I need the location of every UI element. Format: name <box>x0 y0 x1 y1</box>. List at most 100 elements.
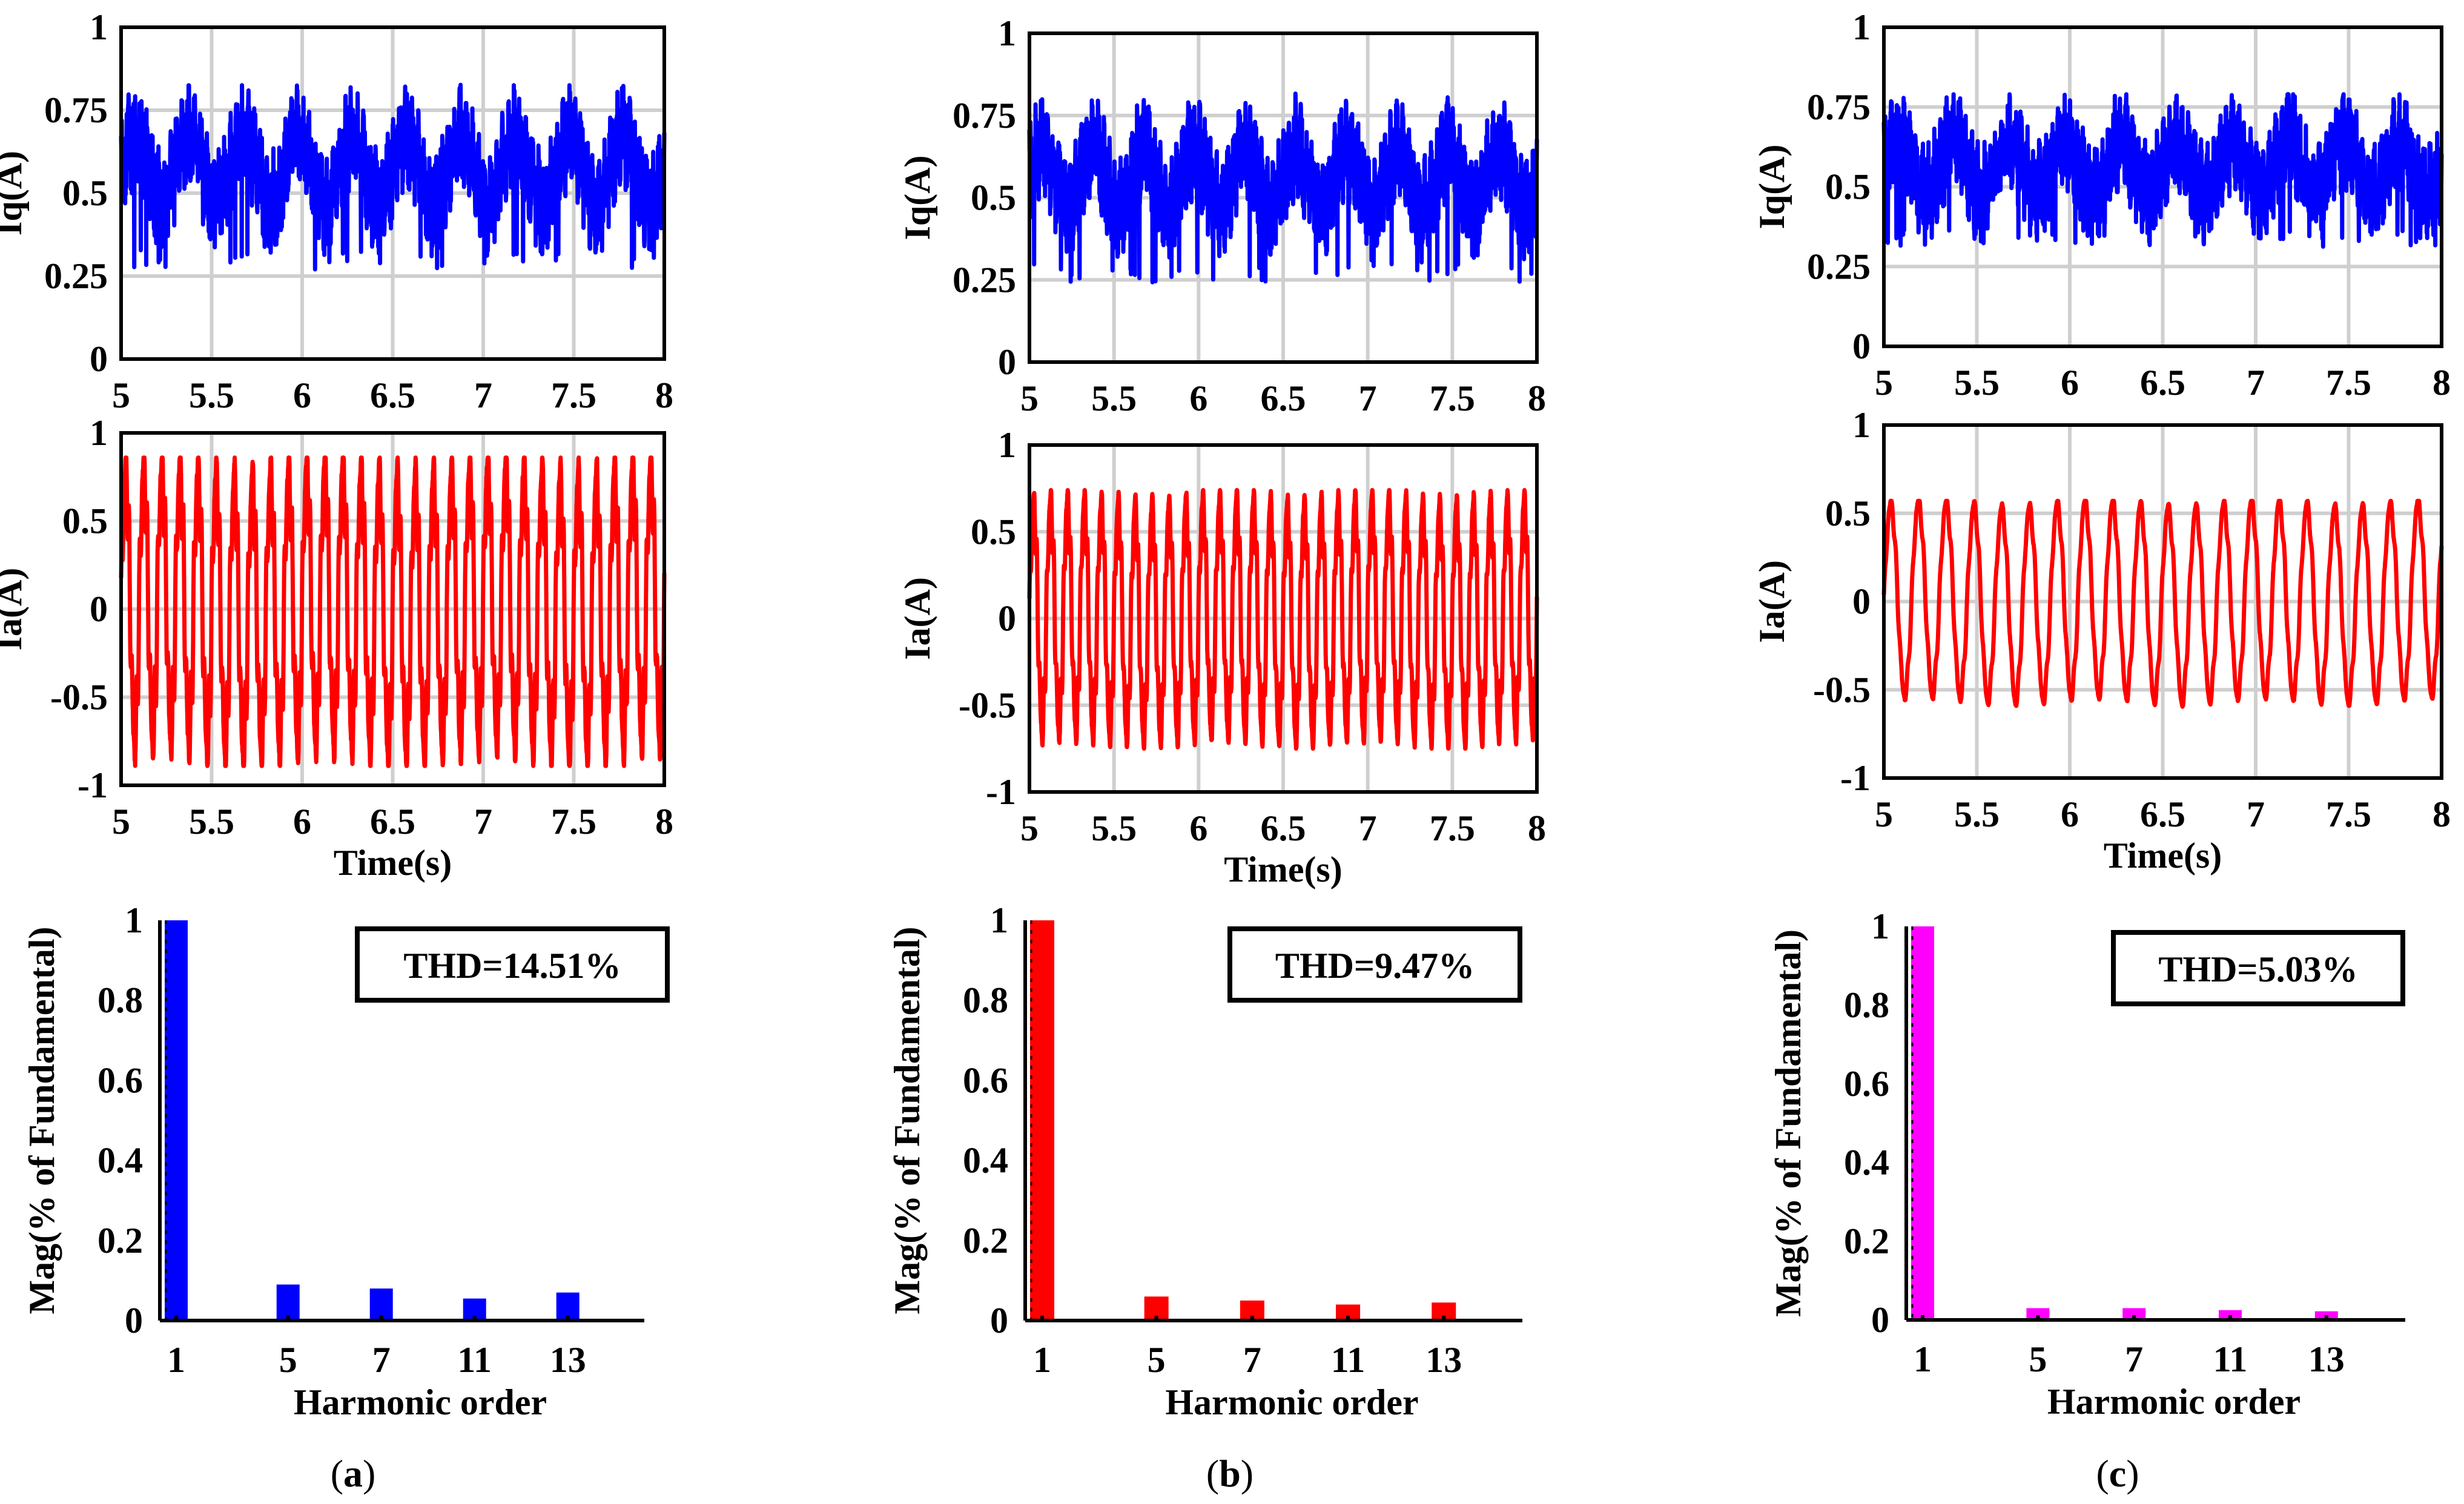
a_ia-xtick-label: 7 <box>474 802 492 842</box>
c_thd-thd-label: THD=5.03% <box>2158 949 2357 989</box>
b_thd-xlabel: Harmonic order <box>1165 1382 1418 1422</box>
caption-b: (b) <box>1206 1452 1253 1495</box>
b_ia-series-line <box>1027 488 1539 751</box>
b_thd-ytick-label: 0 <box>990 1301 1008 1341</box>
b_ia-ytick-label: 0.5 <box>971 512 1016 552</box>
b_iq-series-line <box>1027 91 1539 285</box>
a_thd-xtick-label: 1 <box>167 1340 185 1380</box>
c_thd-bar-dot <box>2324 1315 2328 1319</box>
a_thd-thd-label: THD=14.51% <box>403 946 621 986</box>
b_iq-axes-frame <box>1028 31 1539 364</box>
c_ia-xtick-label: 6.5 <box>2140 794 2185 834</box>
b_iq-ytick-label: 1 <box>998 13 1016 53</box>
caption-a-open: ( <box>331 1452 343 1495</box>
b_thd-ytick-label: 0.4 <box>963 1141 1008 1181</box>
a_thd-xtick-label: 11 <box>457 1340 492 1380</box>
c_iq-series-line <box>1881 92 2444 249</box>
a_thd-thd-box <box>355 926 670 1003</box>
a_iq-ytick-label: 0.25 <box>44 256 108 296</box>
a_ia-xlabel: Time(s) <box>334 843 452 883</box>
c_ia-series-line <box>1881 498 2444 709</box>
b_iq-ytick-label: 0.75 <box>953 96 1016 136</box>
a_iq-xtick-label: 6 <box>293 375 311 415</box>
b_iq-xtick-label: 6 <box>1189 378 1207 418</box>
c_thd-ytick-label: 0.4 <box>1844 1143 1889 1182</box>
b_thd-ylabel: Mag(% of Fundamental) <box>887 927 927 1314</box>
chart-c_ia: 5 5.5 6 6.5 7 7.5 8 -1 -0.5 0 0.5 1 Time(s) Ia(A) <box>1752 405 2451 876</box>
a_iq-xtick-label: 7.5 <box>551 375 596 415</box>
b_ia-xtick-label: 7.5 <box>1430 808 1475 848</box>
a_thd-xlabel: Harmonic order <box>294 1382 547 1422</box>
a_thd-ytick-label: 0.4 <box>97 1141 143 1181</box>
b_thd-xtick-label: 11 <box>1331 1340 1366 1380</box>
c_thd-xtick-label: 5 <box>2029 1339 2047 1379</box>
c_thd-ytick-label: 0.6 <box>1844 1064 1889 1104</box>
c_iq-xtick-label: 8 <box>2433 363 2451 403</box>
a_iq-xtick-label: 5 <box>112 375 130 415</box>
b_iq-xtick-label: 5 <box>1020 378 1039 418</box>
b_ia-xtick-label: 7 <box>1359 808 1377 848</box>
caption-b-letter: b <box>1219 1452 1241 1495</box>
c_thd-thd-box <box>2111 930 2405 1006</box>
chart-a_iq: 5 5.5 6 6.5 7 7.5 8 0 0.25 0.5 0.75 1 Iq(A) <box>0 7 673 415</box>
c_iq-xtick-label: 7 <box>2247 363 2265 403</box>
caption-c: (c) <box>2096 1452 2139 1495</box>
c_thd-bar-dot <box>2132 1315 2136 1319</box>
c_ia-ytick-label: 0 <box>1852 582 1871 622</box>
c_iq-ytick-label: 1 <box>1852 7 1871 47</box>
b_thd-ytick-label: 0.2 <box>963 1221 1008 1261</box>
b_thd-ytick-label: 0.8 <box>963 980 1008 1020</box>
c_thd-bar-dot <box>2036 1315 2040 1319</box>
a_ia-xtick-label: 6 <box>293 802 311 842</box>
a_ia-ylabel: Ia(A) <box>0 568 29 651</box>
c_ia-xtick-label: 5.5 <box>1954 794 2000 834</box>
a_ia-axes-frame <box>119 431 666 787</box>
a_ia-ytick-label: 0.5 <box>62 501 108 541</box>
caption-b-close: ) <box>1241 1452 1253 1495</box>
b_thd-bar-dot <box>1346 1316 1350 1319</box>
caption-a: (a) <box>331 1452 376 1495</box>
a_thd-bar-dot <box>286 1316 290 1319</box>
a_iq-ytick-label: 1 <box>90 7 108 47</box>
c_ia-ytick-label: 0.5 <box>1825 493 1871 533</box>
c_thd-xtick-label: 7 <box>2125 1339 2143 1379</box>
c_thd-ytick-label: 0.2 <box>1844 1221 1889 1261</box>
b_iq-xtick-label: 8 <box>1528 378 1546 418</box>
a_thd-bar-dot <box>174 1316 178 1319</box>
b_thd-bar-dot <box>1250 1316 1254 1319</box>
c_thd-xtick-label: 13 <box>2308 1339 2345 1379</box>
b_iq-ytick-label: 0.25 <box>953 260 1016 300</box>
c_ia-xtick-label: 8 <box>2433 794 2451 834</box>
b_thd-ytick-label: 1 <box>990 900 1008 940</box>
a_ia-xtick-label: 7.5 <box>551 802 596 842</box>
b_ia-xtick-label: 5 <box>1020 808 1039 848</box>
a_iq-ytick-label: 0 <box>90 339 108 379</box>
b_iq-ytick-label: 0.5 <box>971 178 1016 218</box>
b_thd-xtick-label: 1 <box>1033 1340 1051 1380</box>
a_iq-axes-frame <box>119 25 666 361</box>
c_thd-bar-dot <box>2228 1315 2232 1319</box>
c_thd-ytick-label: 0 <box>1871 1300 1889 1340</box>
c_iq-axes-frame <box>1882 25 2443 348</box>
a_thd-ytick-label: 1 <box>125 900 143 940</box>
a_thd-xtick-label: 7 <box>372 1340 391 1380</box>
b_iq-xtick-label: 6.5 <box>1261 378 1306 418</box>
c_ia-xtick-label: 7.5 <box>2326 794 2371 834</box>
c_thd-xlabel: Harmonic order <box>2047 1382 2301 1422</box>
c_thd-bar-h5 <box>2026 1308 2050 1320</box>
a_thd-bar-h1 <box>165 920 188 1321</box>
c_thd-bar-h11 <box>2218 1310 2242 1320</box>
a_ia-ytick-label: 0 <box>90 589 108 629</box>
b_thd-bar-dot <box>1154 1316 1158 1319</box>
chart-b_ia: 5 5.5 6 6.5 7 7.5 8 -1 -0.5 0 0.5 1 Time(s) Ia(A) <box>897 425 1546 889</box>
b_thd-ytick-label: 0.6 <box>963 1060 1008 1100</box>
b_ia-xtick-label: 8 <box>1528 808 1546 848</box>
a_ia-xtick-label: 6.5 <box>370 802 415 842</box>
c_ia-xtick-label: 6 <box>2061 794 2079 834</box>
c_iq-ytick-label: 0.75 <box>1807 87 1871 127</box>
